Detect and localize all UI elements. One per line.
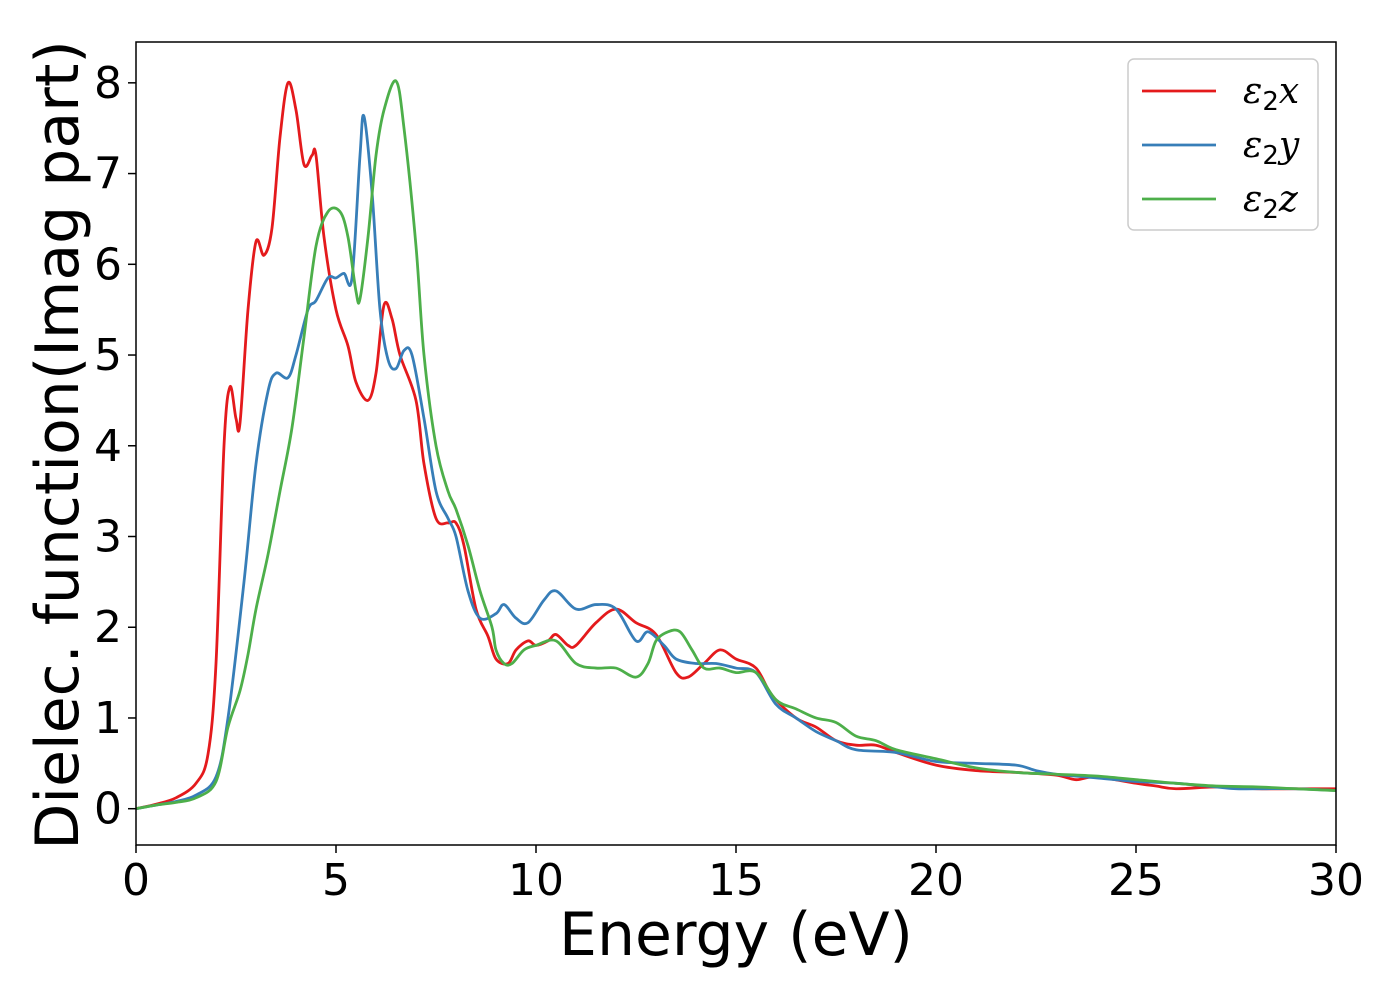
y-axis: 0 1 2 3 4 5 6 7 8: [94, 58, 136, 835]
x-tick-label: 5: [322, 855, 350, 906]
x-axis: 0 5 10 15 20 25 30: [122, 845, 1364, 906]
legend-box: [1127, 58, 1319, 231]
y-tick-label: 0: [94, 784, 122, 835]
x-tick-label: 0: [122, 855, 150, 906]
y-tick-label: 3: [94, 512, 122, 563]
x-tick-label: 10: [508, 855, 564, 906]
y-tick-label: 4: [94, 421, 122, 472]
x-axis-label: Energy (eV): [559, 900, 913, 970]
y-tick-label: 7: [94, 149, 122, 200]
x-tick-label: 25: [1108, 855, 1164, 906]
legend-label-x: ε2x: [1243, 71, 1299, 117]
x-tick-label: 15: [708, 855, 764, 906]
series-layer: [135, 79, 1337, 811]
y-axis-label: Dielec. function(Imag part): [23, 40, 93, 850]
x-tick-label: 20: [908, 855, 964, 906]
legend-label-y: ε2y: [1243, 125, 1300, 171]
y-tick-label: 5: [94, 330, 122, 381]
y-tick-label: 6: [94, 239, 122, 290]
x-tick-label: 30: [1308, 855, 1364, 906]
series-line-z: [135, 79, 1337, 811]
y-tick-label: 8: [94, 58, 122, 109]
legend: ε2x ε2y ε2z: [1127, 58, 1319, 231]
y-tick-label: 1: [94, 693, 122, 744]
legend-label-z: ε2z: [1243, 179, 1299, 225]
y-tick-label: 2: [94, 602, 122, 653]
